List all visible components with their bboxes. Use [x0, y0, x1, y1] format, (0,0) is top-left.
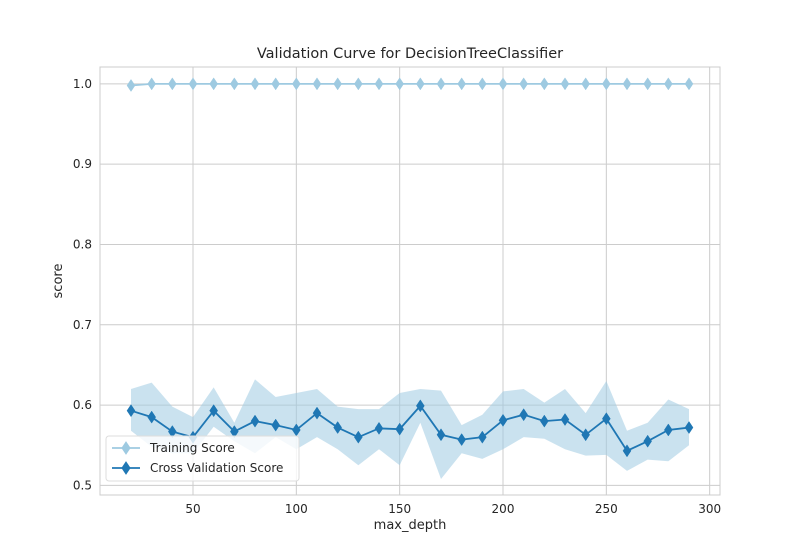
y-tick-label: 0.6 — [73, 398, 92, 412]
legend-training-score-label: Training Score — [149, 441, 235, 455]
plot-frame — [99, 66, 721, 496]
training-score-point — [684, 77, 694, 91]
training-score-point — [540, 77, 549, 91]
cross-validation-score-point — [395, 422, 404, 436]
legend-box — [105, 435, 300, 482]
training-score-point — [168, 77, 177, 91]
series-markers — [126, 77, 694, 458]
training-score-point — [436, 77, 446, 91]
x-tick-label: 50 — [185, 502, 200, 516]
x-tick-label: 200 — [492, 502, 515, 516]
cross-validation-score-point — [664, 423, 673, 437]
training-score-point — [188, 77, 198, 91]
training-score-point — [292, 77, 301, 91]
training-score-point — [230, 77, 239, 91]
cross-validation-score-point — [622, 444, 632, 458]
x-tick-label: 250 — [595, 502, 618, 516]
training-score-point — [312, 77, 322, 91]
training-score-point — [664, 77, 673, 91]
cross-validation-score-point — [126, 404, 136, 418]
training-score-point — [622, 77, 632, 91]
legend-cross-validation-score-label: Cross Validation Score — [150, 461, 283, 475]
y-tick-label: 0.5 — [73, 478, 92, 492]
training-score-point — [457, 77, 466, 91]
training-score-point — [271, 77, 280, 91]
training-score-point — [147, 77, 156, 91]
y-tick-labels: 0.5 0.6 0.7 0.8 0.9 1.0 — [73, 77, 92, 493]
cross-validation-score-point — [333, 421, 342, 434]
training-score-point — [602, 77, 611, 91]
training-score-point — [560, 77, 570, 91]
cross-validation-score-point — [436, 428, 446, 442]
training-score-point — [519, 77, 528, 91]
cross-validation-score-point — [312, 406, 322, 420]
training-score-point — [354, 77, 363, 91]
legend-training-score-marker — [121, 441, 131, 455]
cross-validation-score-point — [416, 399, 425, 413]
x-tick-labels: 50 100 150 200 250 300 — [185, 502, 721, 516]
cross-validation-score-point — [540, 414, 549, 428]
cross-validation-score-point — [354, 430, 363, 444]
cross-validation-score-point — [209, 404, 218, 418]
cross-validation-score-point — [602, 412, 611, 426]
training-score-point — [374, 77, 384, 91]
y-tick-label: 0.9 — [73, 157, 92, 171]
cross-validation-score-line — [130, 404, 690, 452]
training-score-point — [643, 77, 652, 91]
training-score-point — [498, 77, 508, 91]
cross-validation-score-point — [643, 434, 652, 448]
training-score-point — [333, 77, 342, 91]
y-tick-label: 0.7 — [73, 318, 92, 332]
x-tick-label: 300 — [698, 502, 721, 516]
training-score-point — [126, 79, 136, 92]
training-score-line — [130, 82, 689, 87]
x-tick-label: 100 — [285, 502, 308, 516]
training-score-point — [209, 77, 218, 91]
cross-validation-score-point — [581, 428, 590, 442]
y-axis-label: score — [51, 264, 66, 299]
cross-validation-score-point — [457, 433, 466, 447]
y-tick-label: 1.0 — [73, 77, 92, 91]
cross-validation-score-point — [519, 408, 528, 422]
y-tick-label: 0.8 — [73, 237, 92, 251]
x-axis-label: max_depth — [374, 518, 447, 533]
cross-validation-score-point — [684, 421, 694, 434]
training-score-point — [416, 77, 425, 91]
legend-cross-validation-score-marker — [121, 461, 131, 475]
variance-bands — [131, 83, 689, 479]
cross-validation-score-point — [374, 421, 384, 435]
training-score-point — [478, 77, 487, 91]
legend: Training Score Cross Validation Score — [105, 435, 300, 482]
series-lines — [130, 82, 690, 452]
cross-validation-score-point — [250, 414, 260, 428]
cross-validation-score-point — [498, 413, 508, 427]
chart-title: Validation Curve for DecisionTreeClassif… — [257, 46, 563, 62]
training-score-point — [581, 77, 590, 91]
cross-validation-score-point — [560, 413, 570, 426]
training-score-point — [395, 77, 404, 91]
training-score-point — [250, 77, 260, 91]
cross-validation-score-point — [147, 410, 156, 424]
x-tick-label: 150 — [388, 502, 411, 516]
cross-validation-score-band — [131, 379, 689, 479]
cross-validation-score-point — [271, 418, 280, 432]
cross-validation-score-point — [478, 430, 487, 444]
